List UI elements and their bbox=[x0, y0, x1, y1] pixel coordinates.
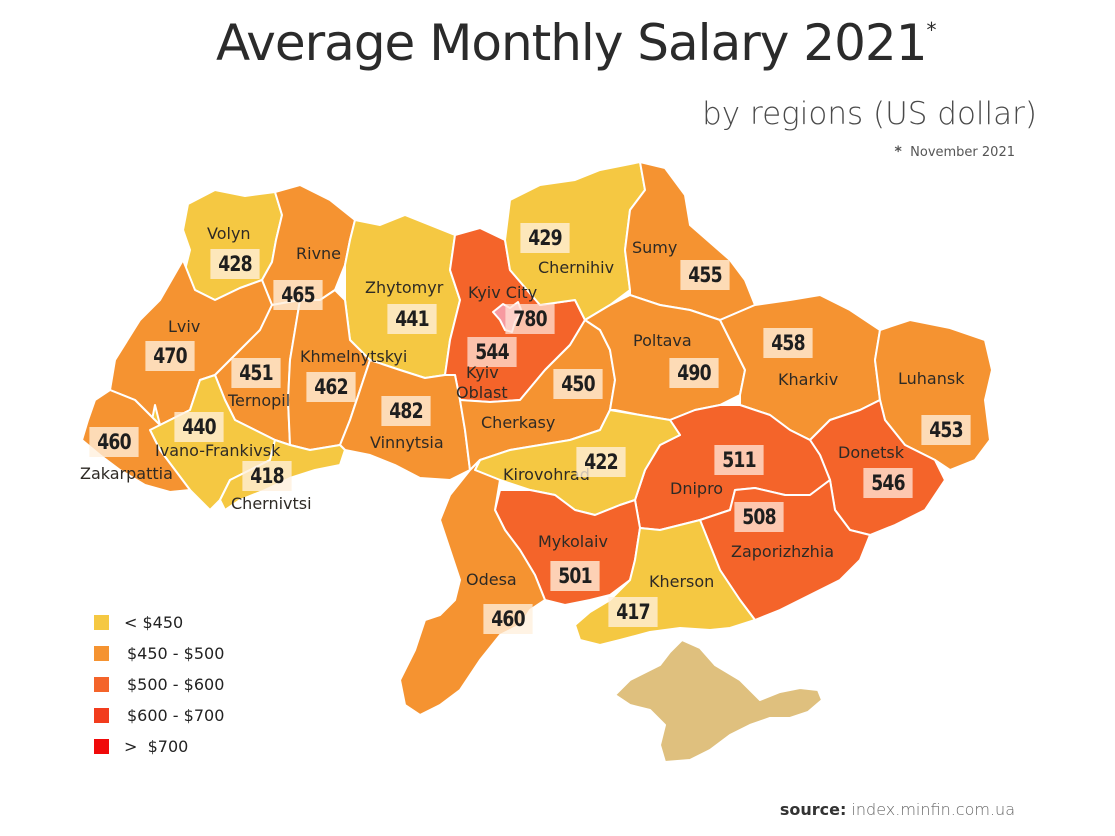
label-zakarpattia: Zakarpattia bbox=[80, 464, 173, 483]
value-chernivtsi: 418 bbox=[242, 461, 292, 491]
label-vinnytsia: Vinnytsia bbox=[370, 433, 444, 452]
value-dnipro: 511 bbox=[714, 445, 764, 475]
title-asterisk: * bbox=[926, 18, 937, 42]
value-rivne: 465 bbox=[273, 280, 323, 310]
footnote: * November 2021 bbox=[894, 144, 1015, 160]
label-poltava: Poltava bbox=[633, 331, 692, 350]
value-kharkiv: 458 bbox=[763, 328, 813, 358]
source-url: index.minfin.com.ua bbox=[851, 800, 1015, 819]
label-kharkiv: Kharkiv bbox=[778, 370, 839, 389]
region-crimea bbox=[614, 639, 823, 763]
label-kirovohrad: Kirovohrad bbox=[503, 465, 590, 484]
label-kyiv-city: Kyiv City bbox=[468, 283, 538, 302]
value-kirovohrad: 422 bbox=[576, 447, 626, 477]
legend-swatch bbox=[94, 708, 109, 723]
label-kyiv-oblast-line2: Oblast bbox=[456, 383, 508, 402]
value-odesa: 460 bbox=[483, 604, 533, 634]
label-sumy: Sumy bbox=[632, 238, 678, 257]
legend-swatch bbox=[94, 615, 109, 630]
label-kherson: Kherson bbox=[649, 572, 715, 591]
label-cherkasy: Cherkasy bbox=[481, 413, 556, 432]
value-sumy: 455 bbox=[680, 260, 730, 290]
subtitle: by regions (US dollar) bbox=[702, 96, 1037, 132]
value-zhytomyr: 441 bbox=[387, 304, 437, 334]
label-volyn: Volyn bbox=[207, 224, 251, 243]
value-zaporizhzhia: 508 bbox=[734, 502, 784, 532]
value-ternopil: 451 bbox=[231, 358, 281, 388]
value-mykolaiv: 501 bbox=[550, 561, 600, 591]
value-kyiv-city: 780 bbox=[505, 304, 555, 334]
source-credit: source: index.minfin.com.ua bbox=[779, 800, 1015, 819]
value-vinnytsia: 482 bbox=[381, 396, 431, 426]
value-donetsk: 546 bbox=[863, 468, 913, 498]
label-zhytomyr: Zhytomyr bbox=[365, 278, 444, 297]
legend-swatch bbox=[94, 739, 109, 754]
label-chernivtsi: Chernivtsi bbox=[231, 494, 312, 513]
value-kherson: 417 bbox=[608, 597, 658, 627]
value-zakarpattia: 460 bbox=[89, 427, 139, 457]
label-luhansk: Luhansk bbox=[898, 369, 965, 388]
label-khmelnytskyi: Khmelnytskyi bbox=[300, 347, 408, 366]
label-ivano-frankivsk: Ivano-Frankivsk bbox=[155, 441, 281, 460]
label-lviv: Lviv bbox=[168, 317, 201, 336]
label-donetsk: Donetsk bbox=[838, 443, 904, 462]
label-ternopil: Ternopil bbox=[228, 391, 291, 410]
legend-swatch bbox=[94, 677, 109, 692]
label-mykolaiv: Mykolaiv bbox=[538, 532, 608, 551]
label-rivne: Rivne bbox=[296, 244, 342, 263]
value-chernihiv: 429 bbox=[520, 223, 570, 253]
label-zaporizhzhia: Zaporizhzhia bbox=[731, 542, 835, 561]
value-luhansk: 453 bbox=[921, 415, 971, 445]
region-odesa[interactable] bbox=[399, 459, 546, 716]
label-dnipro: Dnipro bbox=[670, 479, 724, 498]
value-ivano-frankivsk: 440 bbox=[174, 412, 224, 442]
legend-swatch bbox=[94, 646, 109, 661]
value-volyn: 428 bbox=[210, 249, 260, 279]
value-poltava: 490 bbox=[669, 358, 719, 388]
value-khmelnytskyi: 462 bbox=[306, 372, 356, 402]
value-lviv: 470 bbox=[145, 341, 195, 371]
value-kyiv-oblast: 544 bbox=[467, 337, 517, 367]
label-chernihiv: Chernihiv bbox=[538, 258, 615, 277]
value-cherkasy: 450 bbox=[553, 369, 603, 399]
page-title: Average Monthly Salary 2021* bbox=[216, 14, 937, 72]
label-odesa: Odesa bbox=[466, 570, 517, 589]
label-kyiv-oblast-line1: Kyiv bbox=[466, 363, 499, 382]
